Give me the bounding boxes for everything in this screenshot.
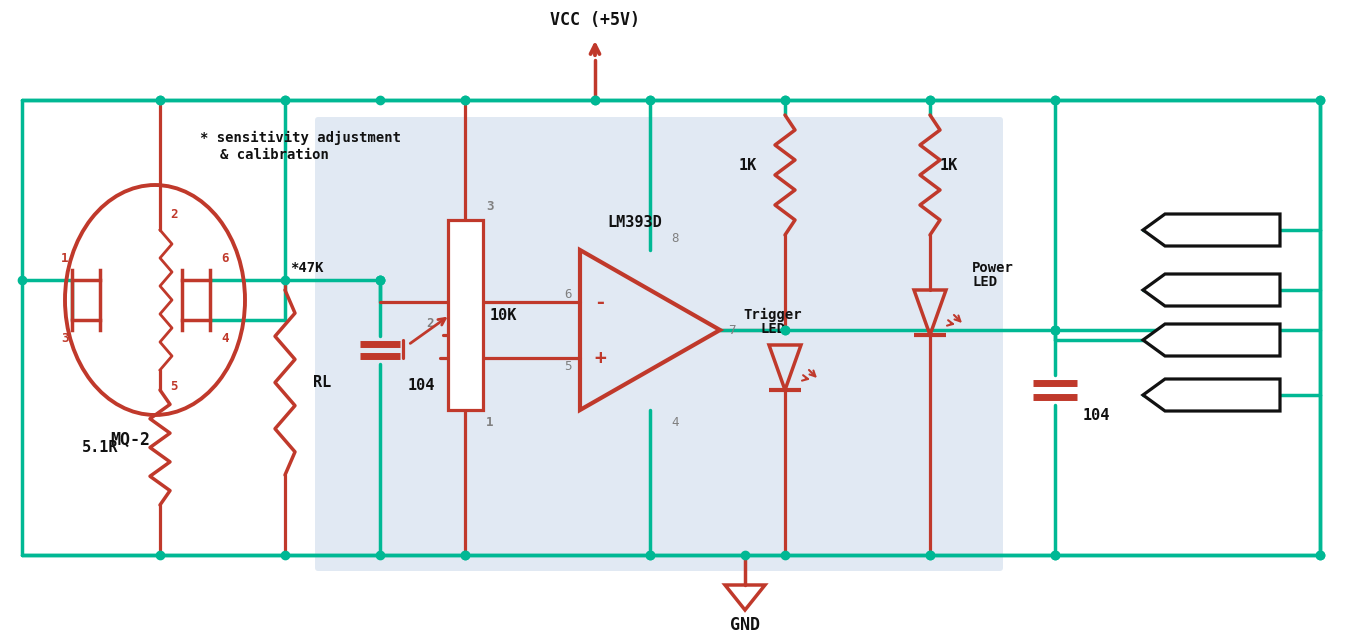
Bar <box>448 220 482 410</box>
Text: GND: GND <box>1215 388 1239 402</box>
Text: GND: GND <box>730 616 760 634</box>
Text: VCC (+5V): VCC (+5V) <box>550 11 640 29</box>
Text: 4: 4 <box>222 332 228 344</box>
Text: 1K: 1K <box>739 157 757 173</box>
Text: RL: RL <box>313 374 332 390</box>
Text: * sensitivity adjustment: * sensitivity adjustment <box>200 131 401 145</box>
Text: 2: 2 <box>427 316 434 330</box>
Text: 4: 4 <box>671 415 678 429</box>
Text: 7: 7 <box>728 323 735 337</box>
Text: VCC: VCC <box>1215 223 1239 237</box>
Text: *47K: *47K <box>289 261 323 275</box>
Text: LM393D: LM393D <box>607 215 662 229</box>
Text: MQ-2: MQ-2 <box>110 431 149 449</box>
Text: & calibration: & calibration <box>220 148 329 162</box>
Text: +: + <box>594 348 606 367</box>
Text: 3: 3 <box>487 199 493 213</box>
Text: Trigger: Trigger <box>743 308 802 322</box>
Text: 1: 1 <box>487 415 493 429</box>
Text: D_OUT: D_OUT <box>1205 283 1248 297</box>
Text: 1: 1 <box>61 252 69 265</box>
Text: A_OUT: A_OUT <box>1205 333 1248 347</box>
Text: 1K: 1K <box>940 157 958 173</box>
Text: 6: 6 <box>222 252 228 265</box>
Text: -: - <box>594 293 606 311</box>
Text: 104: 104 <box>1083 408 1110 422</box>
Text: 5.1R: 5.1R <box>82 440 118 454</box>
Text: 104: 104 <box>408 378 435 392</box>
Polygon shape <box>1143 274 1280 306</box>
Text: 5: 5 <box>170 380 178 392</box>
Polygon shape <box>1143 379 1280 411</box>
Text: 2: 2 <box>170 208 178 220</box>
Polygon shape <box>1143 324 1280 356</box>
Polygon shape <box>1143 214 1280 246</box>
Text: 8: 8 <box>671 231 678 245</box>
Text: LED: LED <box>972 275 998 289</box>
Text: 3: 3 <box>61 332 69 344</box>
Text: Power: Power <box>972 261 1014 275</box>
Text: 6: 6 <box>564 288 572 300</box>
Text: 10K: 10K <box>491 307 518 323</box>
Text: LED: LED <box>761 322 786 336</box>
Text: 5: 5 <box>564 360 572 373</box>
FancyBboxPatch shape <box>315 117 1003 571</box>
